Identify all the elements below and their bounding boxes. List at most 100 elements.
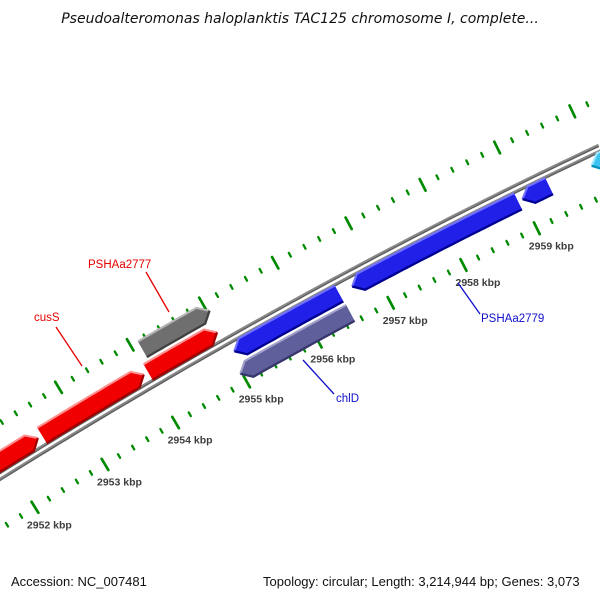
feature-chlD-light-bevel bbox=[239, 304, 347, 375]
callout-leader-PSHAa2777 bbox=[145, 271, 170, 313]
ruler-label-2952: 2952 kbp bbox=[27, 519, 72, 531]
feature-gene-0[interactable] bbox=[0, 435, 38, 502]
ruler-minor-tick-outer bbox=[593, 196, 598, 203]
feature-gene-2[interactable] bbox=[143, 329, 218, 380]
callout-leader-chlD bbox=[302, 359, 335, 395]
ruler-minor-tick-outer bbox=[187, 411, 192, 418]
backbone-highlight-lower bbox=[0, 149, 600, 480]
ruler-minor-tick-inner bbox=[525, 129, 530, 136]
ruler-minor-tick-inner bbox=[376, 204, 381, 211]
ruler-minor-tick-inner bbox=[214, 292, 220, 299]
feature-cusS-light-bevel bbox=[36, 370, 144, 429]
ruler-minor-tick-inner bbox=[331, 228, 337, 235]
accession-text: Accession: NC_007481 bbox=[11, 574, 147, 589]
ruler-minor-tick-outer bbox=[432, 276, 437, 284]
feature-PSHAa2777[interactable] bbox=[137, 307, 210, 358]
ruler-minor-tick-inner bbox=[510, 137, 515, 144]
ruler-label-2956: 2956 kbp bbox=[310, 354, 355, 366]
feature-chlD-dark-bevel bbox=[240, 319, 356, 378]
feature-gene-2-dark-bevel bbox=[151, 332, 219, 381]
ruler-minor-tick-outer bbox=[579, 203, 584, 210]
ruler-label-2953: 2953 kbp bbox=[97, 476, 142, 488]
ruler-minor-tick-outer bbox=[505, 239, 510, 246]
ruler-minor-tick-outer bbox=[159, 427, 164, 434]
feature-PSHAa2777-light-bevel bbox=[137, 306, 210, 343]
ruler-minor-tick-inner bbox=[0, 419, 4, 425]
ruler-minor-tick-outer bbox=[476, 254, 481, 261]
callout-label-PSHAa2779[interactable]: PSHAa2779 bbox=[481, 313, 544, 325]
feature-chlD[interactable] bbox=[240, 305, 355, 377]
ruler-major-tick-outer bbox=[170, 415, 181, 430]
ruler-minor-tick-outer bbox=[374, 307, 379, 314]
feature-cusS[interactable] bbox=[37, 371, 144, 444]
ruler-minor-tick-outer bbox=[230, 386, 235, 393]
ruler-minor-tick-outer bbox=[74, 478, 80, 485]
ruler-minor-tick-inner bbox=[243, 275, 249, 282]
ruler-minor-tick-outer bbox=[130, 444, 136, 451]
ruler-minor-tick-inner bbox=[27, 401, 33, 408]
ruler-minor-tick-outer bbox=[145, 436, 150, 443]
feature-gene-7[interactable] bbox=[522, 178, 554, 203]
feature-gene-8[interactable] bbox=[591, 138, 600, 170]
feature-gene-0-light-bevel bbox=[0, 434, 38, 452]
feature-gene-4-light-bevel bbox=[233, 284, 336, 352]
ruler-major-tick-inner bbox=[568, 104, 577, 119]
callout-label-cusS[interactable]: cusS bbox=[34, 312, 60, 324]
ruler-minor-tick-inner bbox=[361, 212, 366, 219]
ruler-major-tick-inner bbox=[492, 140, 502, 155]
ruler-minor-tick-outer bbox=[520, 232, 525, 239]
ruler-label-2954: 2954 kbp bbox=[168, 435, 213, 447]
feature-gene-7-light-bevel bbox=[521, 177, 546, 200]
feature-cusS-dark-bevel bbox=[46, 374, 145, 445]
ruler-label-2957: 2957 kbp bbox=[383, 315, 428, 327]
ruler-label-2958: 2958 kbp bbox=[456, 277, 501, 289]
callout-label-chlD[interactable]: chlD bbox=[336, 393, 359, 405]
ruler-minor-tick-inner bbox=[405, 189, 410, 196]
ruler-minor-tick-inner bbox=[435, 174, 440, 181]
feature-PSHAa2779-dark-bevel bbox=[351, 208, 523, 291]
ruler-minor-tick-outer bbox=[446, 269, 451, 276]
callout-label-PSHAa2777[interactable]: PSHAa2777 bbox=[88, 259, 151, 271]
ruler-minor-tick-inner bbox=[99, 358, 104, 365]
ruler-major-tick-inner bbox=[125, 337, 135, 352]
feature-gene-4[interactable] bbox=[234, 285, 344, 355]
ruler-minor-tick-outer bbox=[549, 218, 554, 225]
feature-PSHAa2777-dark-bevel bbox=[146, 310, 211, 359]
ruler-minor-tick-outer bbox=[417, 284, 422, 291]
ruler-minor-tick-outer bbox=[403, 292, 408, 299]
ruler-minor-tick-inner bbox=[84, 367, 90, 374]
ruler-minor-tick-inner bbox=[555, 115, 560, 122]
ruler-minor-tick-outer bbox=[18, 513, 24, 519]
callout-leader-PSHAa2779 bbox=[457, 282, 481, 315]
ruler-label-2959: 2959 kbp bbox=[529, 240, 574, 252]
ruler-minor-tick-inner bbox=[390, 197, 396, 204]
ruler-minor-tick-inner bbox=[585, 101, 590, 108]
ruler-minor-tick-inner bbox=[70, 375, 76, 382]
ruler-major-tick-inner bbox=[270, 255, 280, 270]
ruler-major-tick-outer bbox=[30, 500, 40, 515]
ruler-major-tick-inner bbox=[344, 216, 354, 231]
ruler-major-tick-outer bbox=[459, 257, 468, 273]
ruler-minor-tick-outer bbox=[116, 453, 122, 459]
feature-gene-0-dark-bevel bbox=[0, 437, 39, 474]
ruler-major-tick-outer bbox=[386, 295, 396, 310]
ruler-minor-tick-outer bbox=[88, 469, 94, 476]
ruler-minor-tick-inner bbox=[42, 393, 47, 399]
ruler-minor-tick-inner bbox=[302, 243, 307, 250]
ruler-major-tick-inner bbox=[53, 380, 64, 395]
ruler-minor-tick-outer bbox=[490, 247, 495, 254]
ruler-minor-tick-inner bbox=[113, 350, 119, 357]
map-title: Pseudoalteromonas haloplanktis TAC125 ch… bbox=[61, 11, 539, 27]
ruler-minor-tick-inner bbox=[480, 151, 485, 158]
ruler-minor-tick-inner bbox=[13, 410, 19, 417]
ruler-minor-tick-inner bbox=[229, 283, 234, 290]
ruler-minor-tick-outer bbox=[359, 315, 364, 322]
ruler-major-tick-inner bbox=[197, 296, 207, 311]
ruler-minor-tick-inner bbox=[450, 166, 455, 173]
ruler-minor-tick-inner bbox=[287, 251, 293, 258]
ruler-minor-tick-inner bbox=[465, 159, 470, 166]
stats-text: Topology: circular; Length: 3,214,944 bp… bbox=[263, 574, 580, 589]
feature-PSHAa2779[interactable] bbox=[352, 193, 522, 290]
ruler-major-tick-outer bbox=[100, 457, 110, 472]
